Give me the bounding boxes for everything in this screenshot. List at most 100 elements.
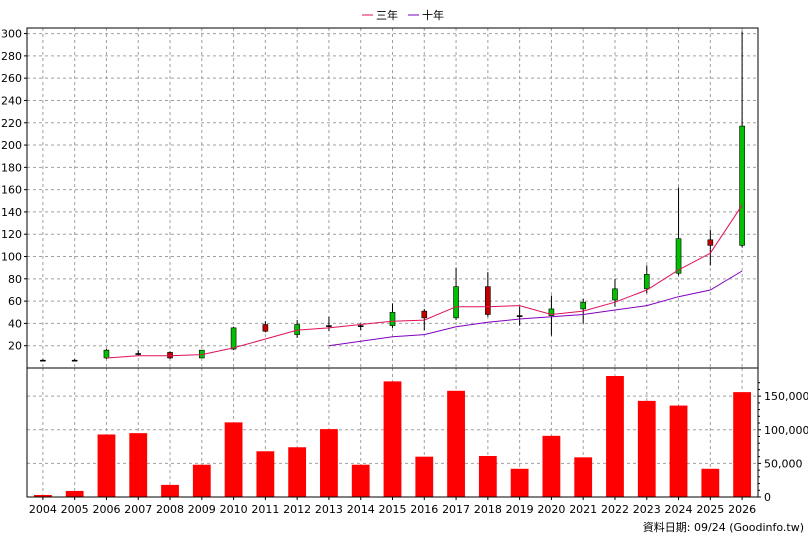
candle-body <box>262 324 269 332</box>
candle-body <box>135 353 142 355</box>
volume-tick-label: 150,000 <box>764 390 808 403</box>
year-label: 2007 <box>124 503 152 516</box>
candle-body <box>40 359 46 362</box>
candle-body <box>421 310 428 319</box>
candle-body <box>326 325 332 327</box>
year-label: 2015 <box>379 503 407 516</box>
legend-label-ma10: 十年 <box>422 8 444 22</box>
volume-bar <box>701 468 720 497</box>
candle-body <box>71 359 78 362</box>
price-tick-label: 160 <box>1 184 22 197</box>
year-label: 2021 <box>569 503 597 516</box>
volume-bar <box>256 451 275 497</box>
year-label: 2026 <box>728 503 756 516</box>
year-label: 2006 <box>92 503 120 516</box>
year-label: 2019 <box>506 503 534 516</box>
candle-body <box>453 286 459 319</box>
moving-average-lines <box>106 204 743 359</box>
candle-body <box>580 301 586 310</box>
candle-body <box>103 349 110 359</box>
year-label: 2009 <box>188 503 216 516</box>
volume-bar <box>415 456 434 497</box>
year-label: 2022 <box>601 503 629 516</box>
volume-bar <box>33 494 52 497</box>
price-tick-label: 180 <box>1 161 22 174</box>
price-tick-label: 100 <box>1 251 22 264</box>
legend-label-ma3: 三年 <box>376 8 398 22</box>
volume-bar <box>478 455 497 497</box>
candle-body <box>389 311 396 326</box>
volume-tick-label: 100,000 <box>764 424 808 437</box>
price-tick-label: 300 <box>1 28 22 41</box>
year-label: 2017 <box>442 503 470 516</box>
price-axis: 20 40 60 80 100 120 140 160 180 200 220 240 260 280 30… <box>1 28 27 353</box>
volume-grid <box>27 368 758 497</box>
candle-body <box>707 239 714 246</box>
volume-bar <box>733 392 752 497</box>
candle-body <box>739 125 745 246</box>
price-tick-label: 280 <box>1 50 22 63</box>
volume-bar <box>65 490 84 497</box>
volume-bar <box>224 422 243 497</box>
volume-bar <box>574 457 593 497</box>
year-label: 2008 <box>156 503 184 516</box>
price-tick-label: 20 <box>8 340 22 353</box>
volume-bars <box>33 376 752 497</box>
price-tick-label: 60 <box>8 295 22 308</box>
volume-bar <box>320 429 338 497</box>
candle-body <box>548 308 555 316</box>
price-tick-label: 40 <box>8 317 22 330</box>
volume-bar <box>97 434 116 497</box>
volume-bar <box>161 484 179 497</box>
volume-tick-label: 50,000 <box>764 457 803 470</box>
volume-bar <box>606 376 624 497</box>
year-label: 2020 <box>537 503 565 516</box>
volume-bar <box>288 447 307 497</box>
candle-body <box>516 315 523 317</box>
price-tick-label: 200 <box>1 139 22 152</box>
year-label: 2025 <box>696 503 724 516</box>
year-label: 2011 <box>251 503 279 516</box>
ma3-line <box>106 204 743 359</box>
candle-body <box>357 325 364 327</box>
source-footer: 資料日期: 09/24 (Goodinfo.tw) <box>643 520 804 534</box>
candle-body <box>612 288 618 301</box>
volume-axis: 0 50,000 100,000 150,000 <box>758 382 808 504</box>
candle-body <box>230 327 237 350</box>
year-label: 2023 <box>633 503 661 516</box>
year-label: 2013 <box>315 503 343 516</box>
ma10-line <box>328 270 743 347</box>
year-label: 2014 <box>347 503 375 516</box>
year-label: 2010 <box>220 503 248 516</box>
year-label: 2018 <box>474 503 502 516</box>
volume-tick-label: 0 <box>764 491 771 504</box>
year-label: 2004 <box>29 503 57 516</box>
candle-body <box>485 286 491 315</box>
volume-bar <box>669 405 688 497</box>
year-label: 2012 <box>283 503 311 516</box>
volume-bar <box>510 468 529 497</box>
candles <box>40 31 745 362</box>
candle-body <box>675 238 682 274</box>
volume-bar <box>129 433 148 497</box>
volume-bar <box>383 381 402 497</box>
price-tick-label: 140 <box>1 206 22 219</box>
volume-panel-frame <box>26 367 759 498</box>
price-tick-label: 260 <box>1 72 22 85</box>
volume-bar <box>447 390 465 497</box>
volume-bar <box>192 464 211 497</box>
legend: 三年 十年 <box>362 8 444 22</box>
year-label: 2024 <box>665 503 693 516</box>
year-label: 2005 <box>61 503 89 516</box>
volume-bar <box>351 464 370 497</box>
price-tick-label: 240 <box>1 94 22 107</box>
volume-bar <box>637 400 656 497</box>
candle-body <box>643 274 650 290</box>
price-tick-label: 220 <box>1 117 22 130</box>
volume-bar <box>542 435 561 497</box>
price-tick-label: 80 <box>8 273 22 286</box>
year-label: 2016 <box>410 503 438 516</box>
price-tick-label: 120 <box>1 228 22 241</box>
year-axis: 2004 2005 2006 2007 2008 2009 2010 2011 2012 2013… <box>29 497 756 516</box>
